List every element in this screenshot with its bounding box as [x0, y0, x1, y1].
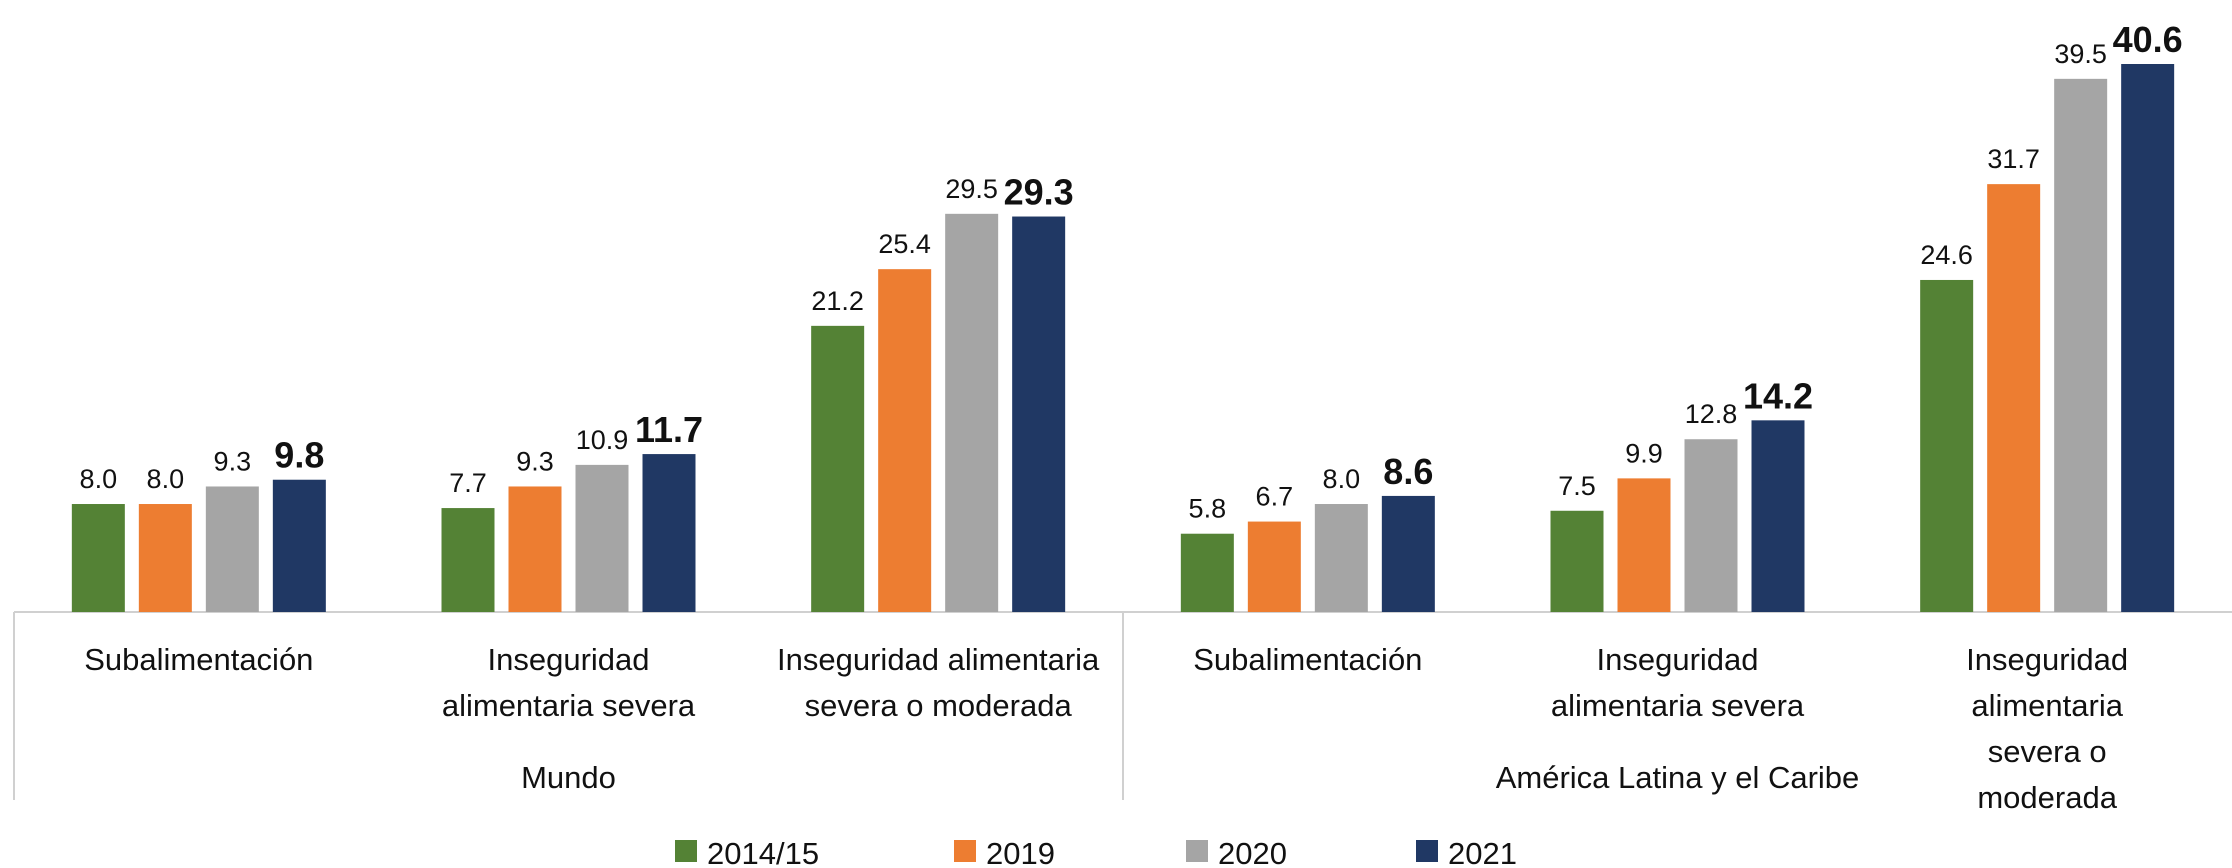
- bar: [1381, 495, 1435, 612]
- data-label: 29.3: [1004, 172, 1074, 213]
- x-tick-label: Inseguridad alimentaria severa o moderad…: [1966, 642, 2129, 815]
- legend-label: 2019: [986, 836, 1055, 868]
- bar: [1751, 420, 1805, 612]
- bar: [1247, 521, 1301, 612]
- bar: [878, 269, 932, 612]
- legend-label: 2021: [1448, 836, 1517, 868]
- x-tick-label: Subalimentación: [84, 642, 314, 677]
- data-label: 14.2: [1743, 375, 1813, 416]
- data-label: 8.6: [1383, 451, 1433, 492]
- data-label: 8.0: [80, 464, 118, 494]
- data-label: 9.8: [274, 435, 324, 476]
- legend-label: 2014/15: [707, 836, 819, 868]
- data-label: 8.0: [1323, 464, 1361, 494]
- data-label: 9.3: [214, 446, 252, 476]
- bar: [642, 454, 696, 612]
- x-tick-label: Inseguridad alimentaria severa o moderad…: [777, 642, 1100, 723]
- data-label: 9.3: [516, 446, 554, 476]
- legend-swatch: [675, 840, 697, 862]
- bar: [138, 504, 192, 612]
- legend-swatch: [1186, 840, 1208, 862]
- data-label: 8.0: [147, 464, 185, 494]
- bar: [811, 325, 865, 612]
- data-label: 7.5: [1558, 471, 1596, 501]
- bar: [2054, 78, 2108, 612]
- bar: [1012, 216, 1066, 613]
- data-label: 6.7: [1256, 482, 1294, 512]
- x-tick-label: Inseguridad alimentaria severa: [441, 642, 696, 723]
- data-label: 9.9: [1625, 438, 1663, 468]
- bar: [575, 464, 629, 612]
- bar: [945, 213, 999, 612]
- bar: [1314, 504, 1368, 612]
- data-label: 5.8: [1189, 494, 1227, 524]
- data-label: 29.5: [945, 174, 998, 204]
- data-label: 40.6: [2113, 19, 2183, 60]
- data-label: 21.2: [811, 286, 864, 316]
- legend-label: 2020: [1218, 836, 1287, 868]
- bar: [1987, 184, 2041, 612]
- bar: [441, 508, 495, 612]
- data-label: 12.8: [1685, 399, 1738, 429]
- data-label: 7.7: [449, 468, 487, 498]
- bar: [1550, 510, 1604, 612]
- bar: [2121, 64, 2175, 612]
- x-tick-label: Inseguridad alimentaria severa: [1550, 642, 1805, 723]
- group-label: América Latina y el Caribe: [1495, 760, 1860, 795]
- data-label: 31.7: [1987, 144, 2040, 174]
- data-label: 25.4: [878, 229, 931, 259]
- data-label: 39.5: [2054, 39, 2107, 69]
- data-label: 24.6: [1920, 240, 1973, 270]
- x-tick-label: Subalimentación: [1193, 642, 1423, 677]
- group-label: Mundo: [521, 760, 616, 795]
- legend-swatch: [954, 840, 976, 862]
- bar: [1684, 439, 1738, 612]
- data-label: 10.9: [576, 425, 629, 455]
- bar: [71, 504, 125, 612]
- bar: [205, 486, 259, 612]
- legend-swatch: [1416, 840, 1438, 862]
- bar: [272, 479, 326, 612]
- bar: [1920, 279, 1974, 612]
- data-label: 11.7: [635, 409, 703, 450]
- bar: [1617, 478, 1671, 612]
- bar: [1180, 533, 1234, 612]
- bar: [508, 486, 562, 612]
